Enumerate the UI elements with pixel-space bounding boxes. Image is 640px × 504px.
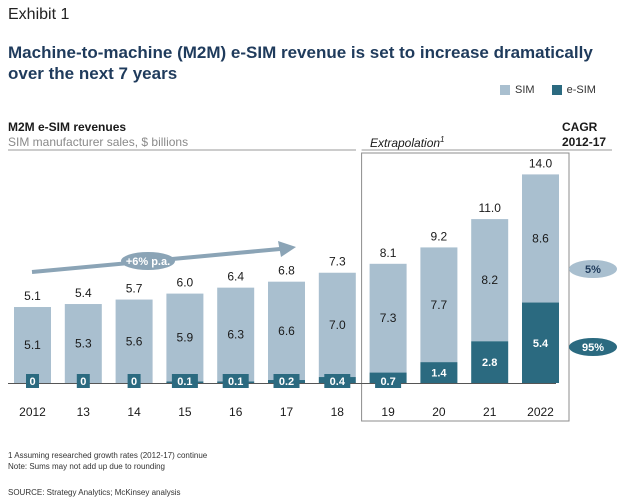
growth-arrow-head: [278, 241, 296, 257]
bar-sim-18: [318, 272, 356, 378]
label-total-18: 7.3: [329, 255, 346, 269]
bar-esim-21: [471, 341, 509, 383]
bar-sim-15: [166, 293, 204, 382]
bar-sim-20: [420, 247, 458, 363]
label-esim-2012: 0: [29, 376, 35, 388]
label-sim-20: 7.7: [431, 298, 448, 312]
label-total-21: 11.0: [478, 201, 501, 215]
label-box-esim-18: [324, 374, 351, 388]
bar-sim-2012: [14, 307, 51, 383]
label-esim-2022: 5.4: [533, 338, 549, 350]
x-tick-15: 15: [178, 405, 192, 419]
legend-item-esim: e-SIM: [551, 84, 596, 96]
label-esim-20: 1.4: [431, 368, 447, 380]
label-box-esim-19: [375, 374, 402, 388]
label-sim-15: 5.9: [177, 331, 194, 345]
bar-sim-2022: [522, 174, 559, 303]
bar-sim-17: [268, 281, 305, 381]
legend-item-sim: SIM: [500, 84, 535, 96]
label-box-esim-17: [273, 374, 300, 388]
cagr-header-line2: 2012-17: [562, 135, 607, 149]
x-tick-13: 13: [77, 405, 91, 419]
legend-label-esim: e-SIM: [566, 84, 596, 96]
source-note: SOURCE: Strategy Analytics; McKinsey ana…: [8, 488, 181, 497]
chart-units: SIM manufacturer sales, $ billions: [8, 135, 189, 149]
label-sim-2012: 5.1: [24, 338, 41, 352]
x-tick-17: 17: [280, 405, 294, 419]
label-esim-14: 0: [131, 376, 137, 388]
bar-esim-2022: [522, 302, 559, 383]
label-esim-13: 0: [80, 376, 86, 388]
x-tick-16: 16: [229, 405, 243, 419]
bar-sim-21: [471, 219, 509, 342]
bar-esim-20: [420, 362, 458, 383]
extrapolation-label: Extrapolation1: [370, 135, 445, 150]
label-esim-17: 0.2: [279, 376, 294, 388]
label-esim-15: 0.1: [177, 376, 192, 388]
label-box-esim-15: [171, 374, 198, 388]
label-sim-13: 5.3: [75, 337, 92, 351]
legend-swatch-sim: [500, 85, 510, 95]
label-total-20: 9.2: [431, 229, 448, 243]
label-sim-17: 6.6: [278, 324, 295, 338]
label-total-16: 6.4: [227, 270, 244, 284]
label-total-15: 6.0: [177, 276, 194, 290]
x-tick-18: 18: [331, 405, 345, 419]
label-esim-16: 0.1: [228, 376, 243, 388]
label-esim-21: 2.8: [482, 357, 497, 369]
cagr-value-esim: 95%: [582, 342, 604, 354]
x-tick-20: 20: [432, 405, 446, 419]
x-tick-21: 21: [483, 405, 497, 419]
legend-label-sim: SIM: [515, 84, 535, 96]
cagr-value-sim: 5%: [585, 264, 601, 276]
bar-sim-13: [64, 304, 102, 383]
chart-subtitle: M2M e-SIM revenues: [8, 120, 127, 134]
label-box-esim-16: [222, 374, 249, 388]
cagr-header-line1: CAGR: [562, 120, 598, 134]
label-total-13: 5.4: [75, 286, 92, 300]
label-total-14: 5.7: [126, 282, 143, 296]
label-sim-16: 6.3: [227, 328, 244, 342]
x-tick-2022: 2022: [527, 405, 554, 419]
legend: SIM e-SIM: [500, 84, 610, 98]
x-tick-2012: 2012: [19, 405, 46, 419]
label-sim-14: 5.6: [126, 334, 143, 348]
chart-title: Machine-to-machine (M2M) e-SIM revenue i…: [8, 43, 593, 83]
growth-annotation-pill: [121, 252, 175, 270]
legend-swatch-esim: [551, 85, 562, 95]
bar-sim-16: [217, 287, 255, 382]
footnote-2: Note: Sums may not add up due to roundin…: [8, 462, 165, 471]
extrapolation-footnote-mark: 1: [440, 135, 445, 144]
label-box-esim-14: [127, 374, 141, 388]
label-total-19: 8.1: [380, 246, 397, 260]
cagr-header: CAGR 2012-17: [562, 120, 606, 150]
label-total-2012: 5.1: [24, 289, 41, 303]
growth-annotation-text: +6% p.a.: [126, 256, 170, 268]
cagr-pill-esim: [569, 338, 617, 356]
cagr-pill-sim: [569, 260, 617, 278]
extrapolation-text: Extrapolation: [370, 136, 441, 150]
label-sim-18: 7.0: [329, 318, 346, 332]
label-box-esim-13: [76, 374, 90, 388]
label-sim-19: 7.3: [380, 311, 397, 325]
label-total-17: 6.8: [278, 264, 295, 278]
x-tick-19: 19: [381, 405, 395, 419]
label-sim-2022: 8.6: [532, 231, 549, 245]
label-esim-18: 0.4: [330, 376, 346, 388]
label-sim-21: 8.2: [481, 273, 498, 287]
bar-sim-19: [369, 263, 407, 373]
x-tick-14: 14: [127, 405, 141, 419]
extrapolation-box: [361, 152, 570, 422]
label-box-esim-2012: [26, 374, 39, 388]
label-esim-19: 0.7: [380, 376, 395, 388]
exhibit-label: Exhibit 1: [8, 6, 70, 23]
bar-sim-14: [115, 299, 153, 383]
footnote-1: 1 Assuming researched growth rates (2012…: [8, 451, 208, 460]
label-total-2022: 14.0: [529, 156, 553, 170]
